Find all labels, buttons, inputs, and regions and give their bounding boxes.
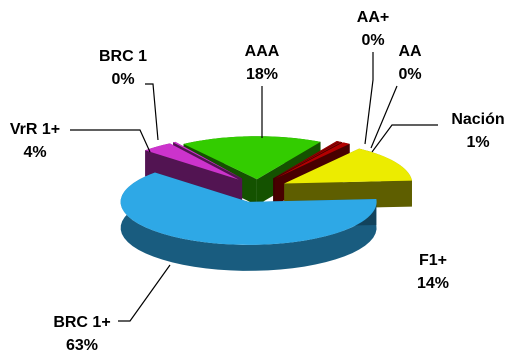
slice-top-aa-plus	[273, 141, 340, 179]
label-value-vrr-1-plus: 4%	[23, 144, 46, 161]
label-value-brc-1-plus: 63%	[66, 337, 98, 354]
slice-brc-1-plus	[120, 172, 377, 271]
label-value-brc-1: 0%	[111, 71, 134, 88]
leader-line-brc-1-plus	[118, 264, 171, 322]
label-value-aaa: 18%	[246, 66, 278, 83]
label-category-aaa: AAA	[245, 43, 280, 60]
slice-wall-brc-1-plus	[120, 172, 377, 271]
label-value-f1-plus: 14%	[417, 275, 449, 292]
labels-layer: AAA 18% AA+ 0% AA 0% Nación 1% F1+ 14% BRC 1+ 63% Vr…	[10, 9, 505, 354]
leader-line-aa-plus	[364, 52, 374, 145]
label-value-aa-plus: 0%	[361, 32, 384, 49]
leader-line-brc-1	[145, 83, 159, 141]
label-category-nacion: Nación	[451, 111, 504, 128]
leader-line-vrr-1-plus	[70, 129, 151, 153]
label-category-vrr-1-plus: VrR 1+	[10, 121, 60, 138]
label-category-aa-plus: AA+	[357, 9, 389, 26]
slices-layer	[120, 136, 412, 271]
slice-top-aa	[273, 141, 342, 179]
label-value-aa: 0%	[398, 66, 421, 83]
label-category-brc-1-plus: BRC 1+	[53, 314, 110, 331]
slice-top-vrr-1-plus	[145, 143, 239, 180]
leader-lines	[70, 52, 438, 322]
slice-top-aaa	[183, 136, 321, 180]
label-category-aa: AA	[398, 43, 422, 60]
label-category-brc-1: BRC 1	[99, 48, 147, 65]
leader-line-aa	[370, 85, 398, 149]
slice-top-nacion	[274, 142, 350, 179]
slice-top-f1-plus	[284, 148, 412, 184]
label-value-nacion: 1%	[466, 134, 489, 151]
leader-line-nacion	[371, 124, 438, 153]
label-category-f1-plus: F1+	[419, 252, 447, 269]
slice-top-brc-1-plus	[120, 172, 377, 245]
slice-top-brc-1	[173, 141, 243, 179]
